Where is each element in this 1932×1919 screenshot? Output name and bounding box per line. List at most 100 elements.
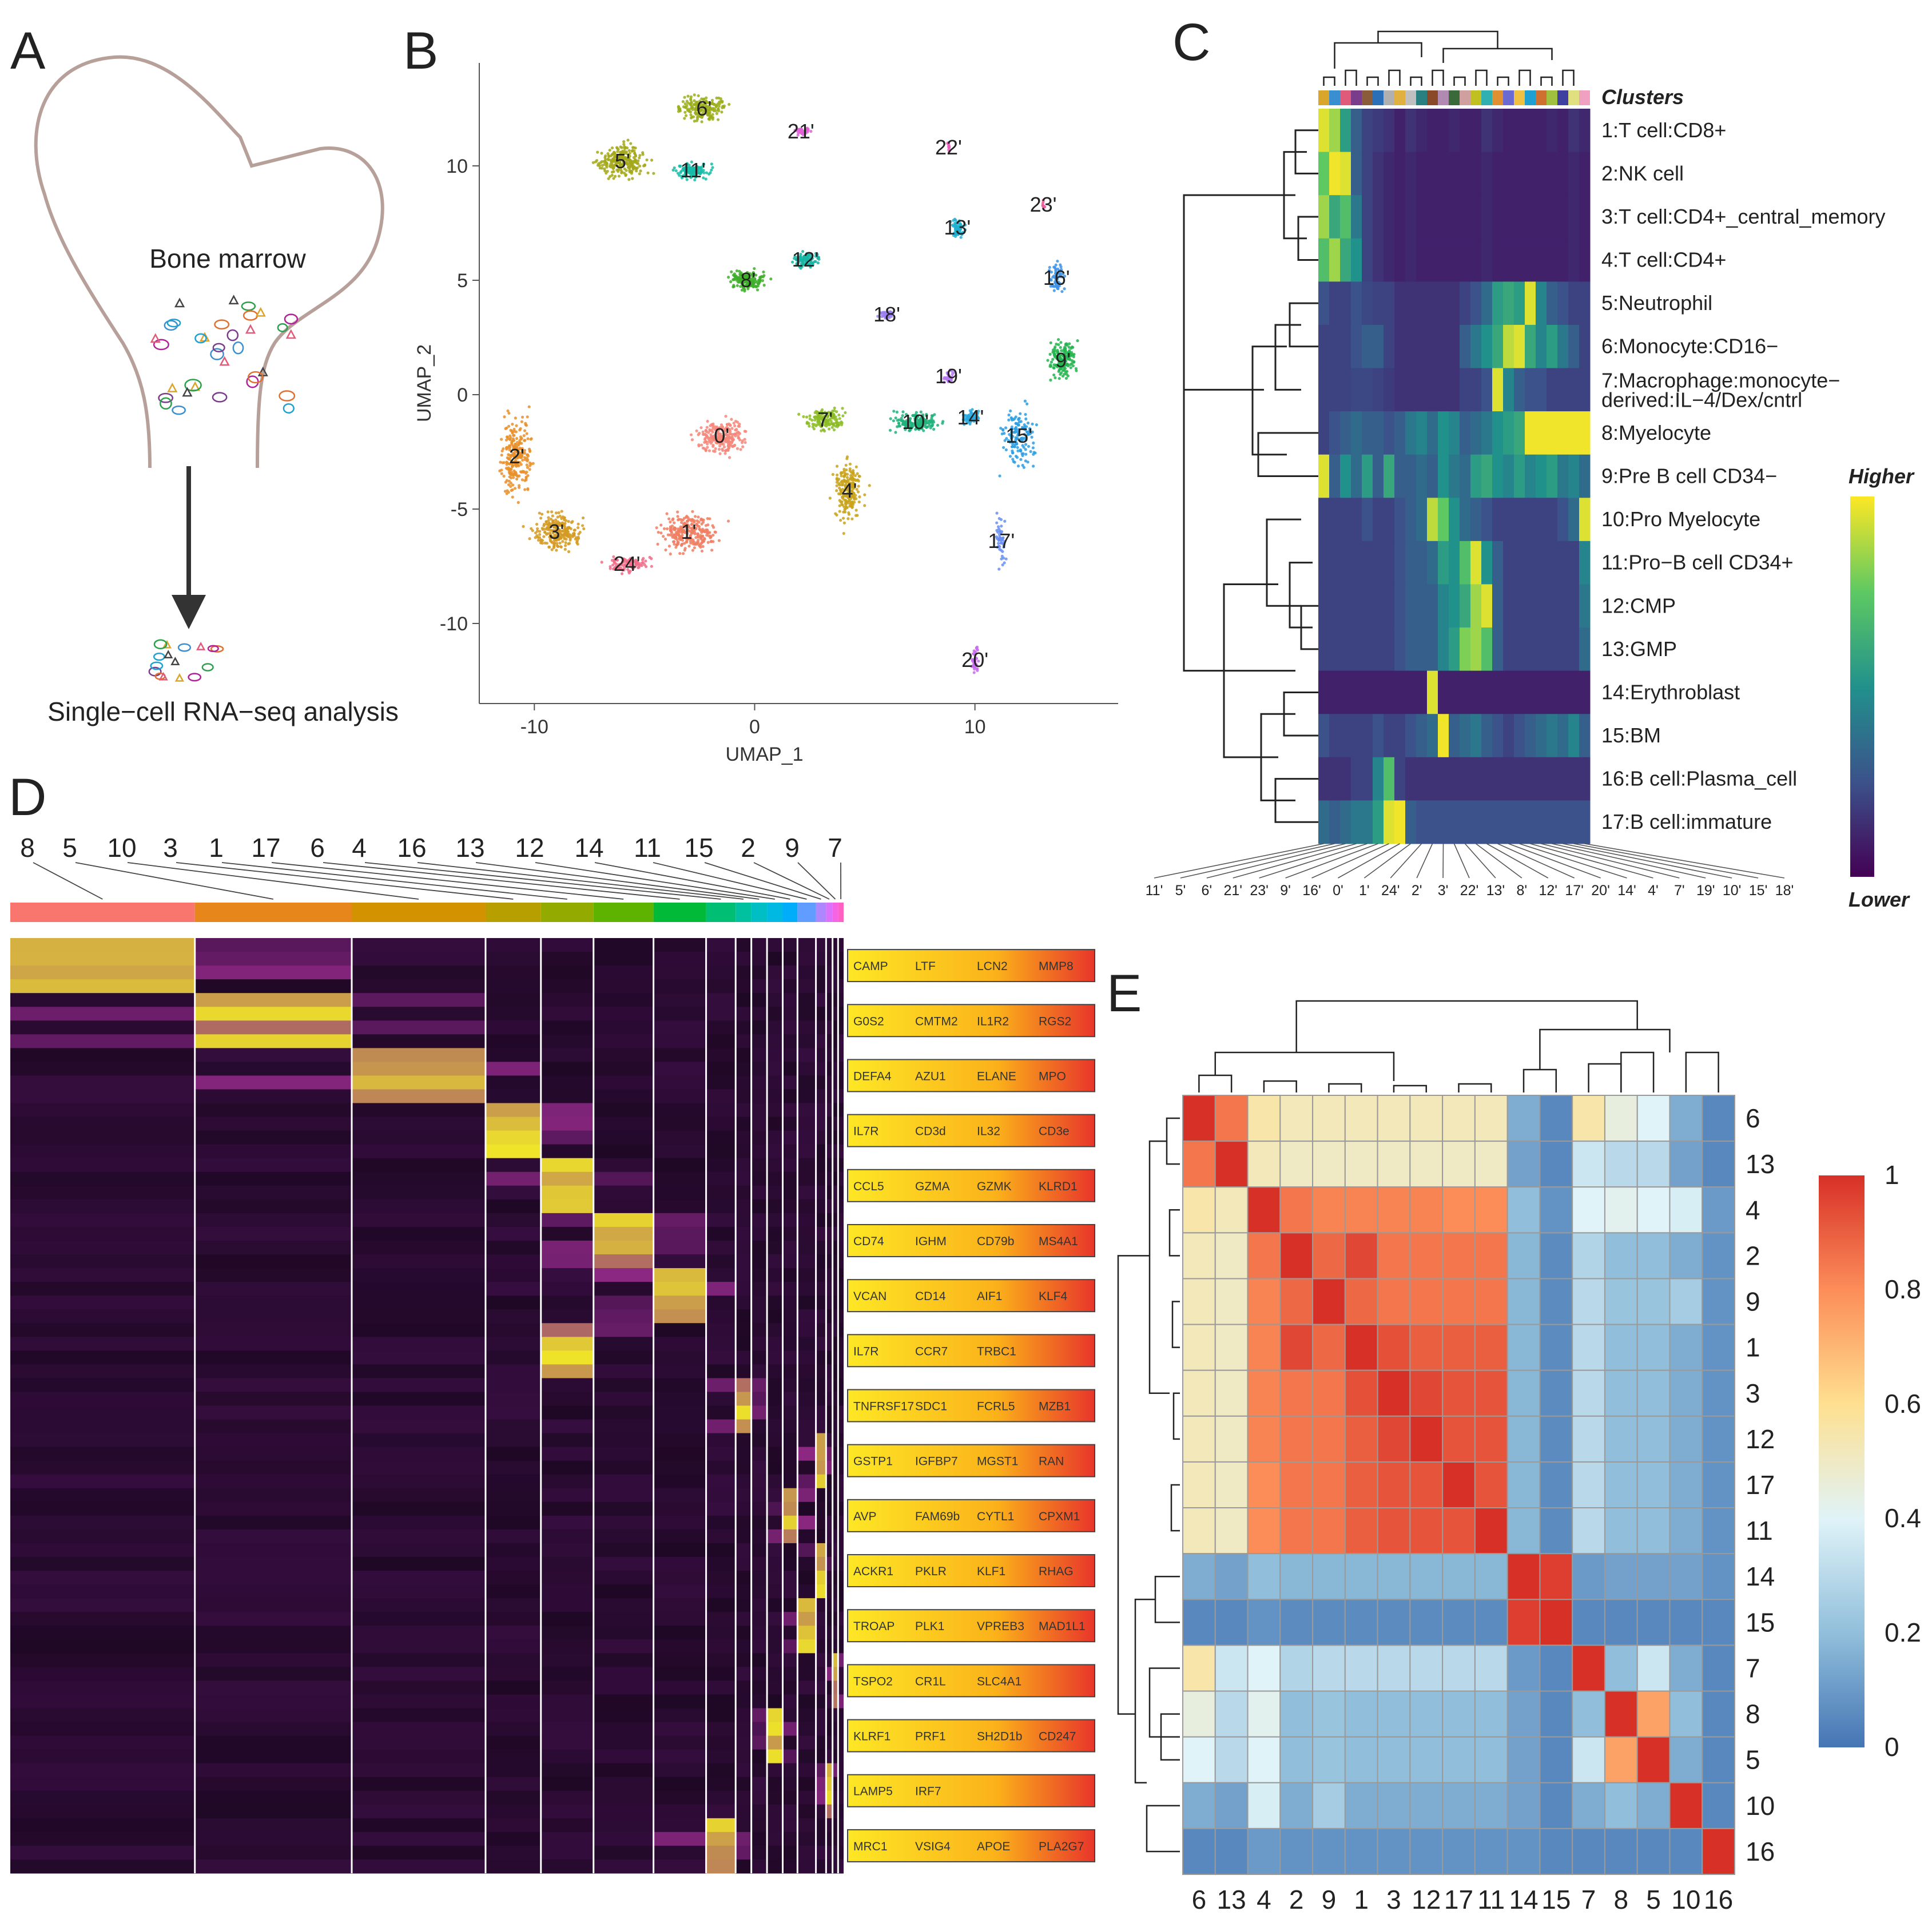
annotation-heatmap-cell [1384,238,1395,282]
annotation-heatmap-cell [1503,324,1514,369]
umap-cluster-label: 9' [1055,348,1071,372]
marker-heatmap-cell [351,1350,486,1365]
marker-heatmap-cell [826,1667,833,1681]
scrna-seq-label: Single−cell RNA−seq analysis [47,697,399,726]
marker-heatmap-cell [351,1240,486,1255]
annotation-heatmap-cell [1340,411,1351,455]
marker-heatmap-cell [653,1556,706,1571]
umap-point [514,430,518,434]
annotation-heatmap-cell [1525,670,1536,714]
umap-plot: -10 0 101050-5-10UMAP_1UMAP_20'1'2'3'4'5'6… [414,63,1118,765]
marker-heatmap-cell [797,1515,816,1530]
umap-point [1048,352,1052,356]
marker-heatmap-cell [485,1777,541,1791]
marker-heatmap-cell [706,1171,736,1186]
marker-heatmap-cell [10,1130,195,1145]
annotation-row-label: 16:B cell:Plasma_cell [1601,767,1797,790]
marker-heatmap-cell [593,1075,654,1090]
umap-point [683,96,686,99]
umap-cluster-label: 3' [548,520,564,543]
marker-heatmap-cell [782,1529,798,1544]
umap-point [835,489,838,492]
marker-heatmap-cell [351,1392,486,1406]
umap-point [1076,339,1079,343]
marker-heatmap-cell [751,1460,768,1475]
marker-heatmap-cell [10,1708,195,1723]
marker-heatmap-cell [10,1254,195,1269]
marker-heatmap-cell [706,1268,736,1282]
marker-cluster-label: 17 [251,833,280,863]
cluster-color-cell [1384,90,1394,105]
umap-point [698,528,701,531]
marker-heatmap-cell [767,1501,783,1516]
marrow-cell-mark [245,324,256,334]
annotation-heatmap-cell [1329,195,1341,239]
marker-heatmap-cell [593,1158,654,1173]
annotation-col-label: 6' [1201,883,1212,899]
umap-cluster-label: 6' [696,97,711,120]
umap-point [848,462,852,466]
marker-cluster-label: 4 [352,833,367,863]
umap-point [733,444,736,447]
marker-heatmap-cell [653,1405,706,1420]
marker-heatmap-cell [782,1501,798,1516]
marker-heatmap-cell [826,1089,833,1104]
annotation-heatmap-cell [1536,411,1547,455]
marker-heatmap-cell [593,1584,654,1599]
marker-cluster-label: 14 [574,833,603,863]
annotation-heatmap-cell [1492,238,1504,282]
annotation-heatmap-cell [1340,281,1351,325]
umap-point [1019,412,1022,415]
marker-heatmap-cell [816,938,826,952]
annotation-heatmap-cell [1329,627,1341,672]
umap-point [509,428,512,432]
annotation-row-label: 2:NK cell [1601,161,1684,185]
marker-heatmap-cell [767,1722,783,1737]
umap-point [700,120,703,124]
umap-point [561,515,565,519]
marker-heatmap-cell [351,1337,486,1351]
annotation-heatmap-cell [1470,368,1482,412]
marker-heatmap-cell [10,1240,195,1255]
marker-heatmap-cell [653,1708,706,1723]
marker-heatmap-cell [826,1626,833,1640]
umap-point [700,443,703,447]
umap-point [526,415,529,419]
marker-heatmap-cell [706,1653,736,1667]
marker-heatmap-cell [706,1790,736,1805]
marker-heatmap-cell [351,1171,486,1186]
annotation-row-dendrogram-branch [1274,324,1301,391]
umap-point [499,460,502,464]
marker-heatmap-cell [593,1240,654,1255]
marker-heatmap-cell [816,1571,826,1585]
umap-point [730,435,734,439]
umap-point [558,535,561,538]
umap-cluster-label: 23' [1030,193,1057,216]
marrow-cell-mark [228,295,239,305]
marker-heatmap-cell [653,1185,706,1200]
umap-point [504,446,508,450]
marker-heatmap-cell [194,993,352,1007]
marker-heatmap-cell [767,966,783,980]
cluster-color-cell [1416,90,1427,105]
marker-heatmap-cell [593,979,654,994]
marker-heatmap-cell [826,1034,833,1048]
marker-heatmap-cell [782,1543,798,1558]
cluster-color-cell [1362,90,1373,105]
umap-point [691,549,694,552]
annotation-col-label: 8' [1516,883,1527,899]
umap-point [508,454,511,457]
marker-heatmap-cell [736,1034,752,1048]
marker-heatmap-cell [751,1378,768,1392]
annotation-heatmap-cell [1536,454,1547,498]
marker-heatmap-cell [826,979,833,994]
marker-heatmap-cell [593,1831,654,1846]
clusters-legend-title: Clusters [1601,85,1684,109]
umap-cluster-label: 15' [1005,424,1032,447]
umap-point [699,426,703,430]
umap-point [1054,376,1057,380]
marker-heatmap-cell [797,1213,816,1227]
annotation-heatmap-cell [1525,281,1536,325]
umap-point [837,413,841,417]
marrow-cell-mark [164,320,178,331]
